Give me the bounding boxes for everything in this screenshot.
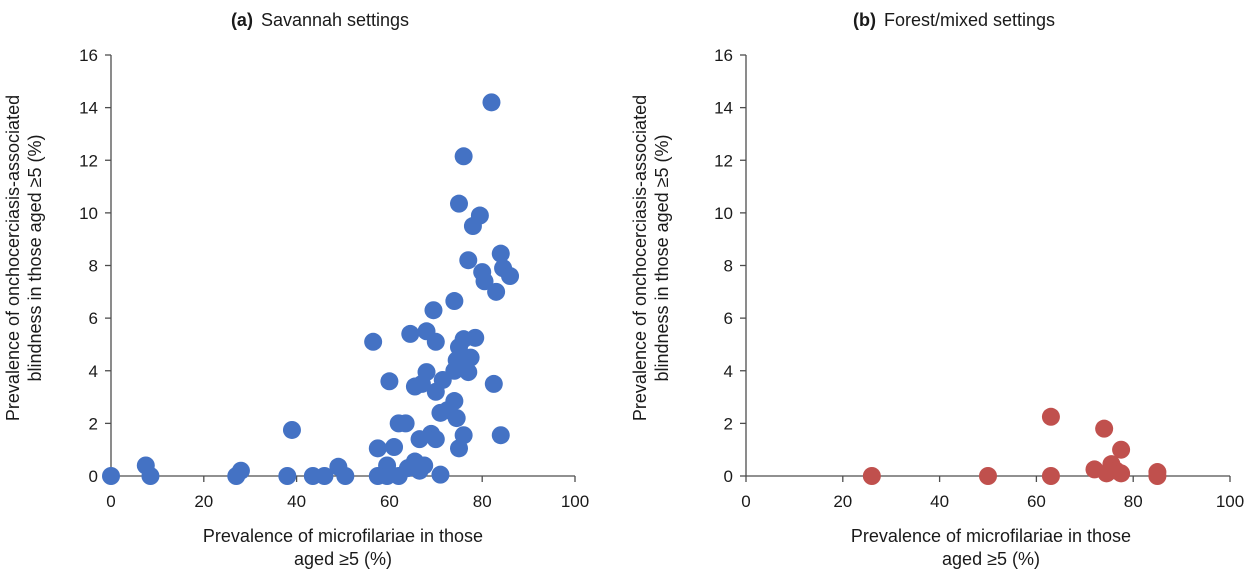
panel-a-x-tick-label: 0	[106, 492, 115, 511]
panel-b-x-tick-label: 40	[930, 492, 949, 511]
panel-b-y-tick-label: 16	[714, 46, 733, 65]
panel-a-x-tick-label: 60	[380, 492, 399, 511]
panel-a-data-point	[282, 420, 301, 439]
panel-a-data-point	[461, 348, 480, 367]
panel-a-data-point	[447, 409, 466, 428]
panel-a-points	[102, 93, 520, 485]
panel-b-y-tick-label: 0	[724, 467, 733, 486]
panel-a-data-point	[482, 93, 501, 112]
panel-b-title: (b) Forest/mixed settings	[853, 10, 1055, 30]
panel-b-data-point	[1112, 464, 1131, 483]
panel-a-y-tick-label: 16	[79, 46, 98, 65]
panel-b-xlabel-line-2: aged ≥5 (%)	[942, 549, 1040, 569]
panel-a-y-tick-label: 4	[89, 362, 98, 381]
panel-a-data-point	[431, 465, 450, 484]
scatter-chart-forest: (b) Forest/mixed settings Prevalence of o…	[630, 10, 1244, 569]
panel-a-data-point	[491, 426, 510, 445]
panel-b-data-point	[1148, 467, 1167, 485]
panel-b-y-axis-title: Prevalence of onchocerciasis-associated b…	[630, 95, 672, 421]
panel-a-data-point	[278, 467, 297, 485]
panel-a-x-tick-label: 20	[194, 492, 213, 511]
panel-a-data-point	[450, 194, 468, 213]
panel-a-xlabel-line-1: Prevalence of microfilariae in those	[203, 526, 483, 546]
panel-a-data-point	[102, 467, 120, 485]
chart-panel-b: (b) Forest/mixed settings Prevalence of o…	[627, 0, 1254, 570]
panel-a-data-point	[459, 251, 478, 270]
panel-a-data-point	[364, 332, 383, 351]
panel-a-data-point	[426, 430, 445, 449]
panel-a-y-tick-label: 0	[89, 467, 98, 486]
panel-b-y-tick-label: 12	[714, 151, 733, 170]
panel-a-data-point	[380, 372, 399, 391]
panel-a-title-text: Savannah settings	[261, 10, 409, 30]
panel-a-y-tick-label: 2	[89, 414, 98, 433]
panel-a-y-tick-label: 14	[79, 99, 98, 118]
panel-a-data-point	[385, 438, 404, 457]
panel-a-x-tick-label: 100	[561, 492, 589, 511]
panel-b-ylabel-line-2: blindness in those aged ≥5 (%)	[652, 134, 672, 381]
panel-b-title-text: Forest/mixed settings	[884, 10, 1055, 30]
panel-a-y-tick-label: 8	[89, 257, 98, 276]
panel-a-data-point	[141, 467, 160, 485]
panel-a-x-tick-label: 40	[287, 492, 306, 511]
panel-a-data-point	[424, 301, 443, 320]
panel-b-x-tick-label: 60	[1027, 492, 1046, 511]
panel-a-y-tick-label: 12	[79, 151, 98, 170]
panel-b-data-point	[1112, 440, 1131, 459]
panel-a-data-point	[231, 461, 250, 480]
panel-a-ylabel-line-1: Prevalence of onchocerciasis-associated	[3, 95, 23, 421]
panel-b-points	[862, 407, 1167, 485]
panel-b-x-tick-label: 20	[833, 492, 852, 511]
panel-b-x-tick-label: 80	[1124, 492, 1143, 511]
panel-b-xlabel-line-1: Prevalence of microfilariae in those	[851, 526, 1131, 546]
panel-a-data-point	[501, 267, 520, 286]
panel-a-data-point	[459, 363, 478, 382]
panel-b-data-point	[862, 467, 881, 485]
panel-a-data-point	[466, 328, 485, 347]
panel-b-y-tick-label: 4	[724, 362, 733, 381]
panel-a-y-axis-title: Prevalence of onchocerciasis-associated b…	[3, 95, 45, 421]
panel-b-data-point	[1041, 407, 1060, 426]
panel-a-y-tick-label: 10	[79, 204, 98, 223]
panel-a-data-point	[454, 426, 473, 445]
panel-a-xlabel-line-2: aged ≥5 (%)	[294, 549, 392, 569]
panel-a-title: (a) Savannah settings	[231, 10, 409, 30]
panel-b-y-tick-label: 2	[724, 414, 733, 433]
panel-b-x-tick-label: 100	[1216, 492, 1244, 511]
panel-a-data-point	[336, 467, 355, 485]
panel-a-x-tick-label: 80	[473, 492, 492, 511]
panel-a-letter: (a)	[231, 10, 253, 30]
panel-a-data-point	[475, 272, 494, 291]
panel-b-y-tick-label: 8	[724, 257, 733, 276]
panel-a-y-tick-label: 6	[89, 309, 98, 328]
panel-a-data-point	[487, 282, 506, 301]
panel-a-data-point	[484, 374, 503, 393]
scatter-chart-savannah: (a) Savannah settings Prevalence of oncho…	[3, 10, 589, 569]
panel-b-y-tick-label: 14	[714, 99, 733, 118]
panel-a-data-point	[426, 332, 445, 351]
panel-a-data-point	[368, 439, 387, 458]
panel-a-data-point	[396, 414, 415, 433]
panel-b-x-tick-label: 0	[741, 492, 750, 511]
chart-panel-a: (a) Savannah settings Prevalence of oncho…	[3, 10, 589, 569]
panel-b-axes: 0 2 4 6 8 10 12 14 16 0 20 40 60 80 100	[714, 46, 1244, 511]
panel-a-data-point	[445, 392, 464, 411]
panel-b-letter: (b)	[853, 10, 876, 30]
panel-a-data-point	[401, 324, 420, 343]
panel-a-axes: 0 2 4 6 8 10 12 14 16 0 20 40 60 80 100	[79, 46, 589, 511]
panel-b-data-point	[979, 467, 997, 485]
panel-a-data-point	[417, 363, 436, 382]
panel-b-ylabel-line-1: Prevalence of onchocerciasis-associated	[630, 95, 650, 421]
panel-a-data-point	[491, 244, 510, 263]
panel-a-data-point	[315, 467, 334, 485]
panel-b-y-tick-label: 6	[724, 309, 733, 328]
panel-a-data-point	[415, 456, 434, 475]
panel-a-data-point	[454, 147, 473, 166]
panel-a-ylabel-line-2: blindness in those aged ≥5 (%)	[25, 134, 45, 381]
panel-b-data-point	[1041, 467, 1060, 485]
panel-b-y-tick-label: 10	[714, 204, 733, 223]
panel-a-data-point	[470, 206, 489, 225]
panel-b-data-point	[1095, 419, 1114, 438]
panel-a-data-point	[445, 292, 464, 311]
